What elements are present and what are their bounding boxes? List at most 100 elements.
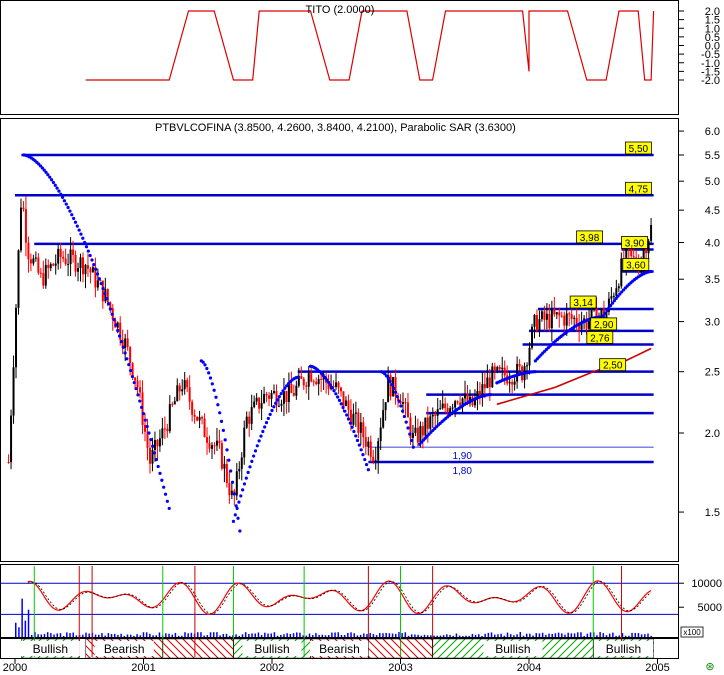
volume-bar — [356, 635, 359, 637]
volume-bar — [500, 633, 502, 637]
candle-body — [297, 375, 300, 386]
candle-body — [29, 259, 32, 264]
volume-bar — [621, 633, 624, 637]
sar-dot — [77, 228, 81, 232]
volume-bar — [104, 635, 106, 637]
volume-bar — [270, 633, 272, 637]
candle-body — [79, 257, 82, 269]
sar-dot — [270, 408, 274, 413]
candle-body — [372, 456, 375, 461]
candle-body — [178, 385, 181, 392]
candle-body — [647, 240, 650, 254]
moving-average — [496, 347, 652, 406]
candle-body — [404, 402, 407, 404]
candle-body — [258, 397, 261, 409]
sar-dot — [158, 471, 162, 475]
sar-dot — [401, 409, 405, 413]
price-tick-label: 5.0 — [705, 176, 720, 188]
candle-body — [183, 380, 186, 390]
volume-bar — [302, 635, 304, 637]
sar-dot — [268, 412, 272, 416]
candle-body — [411, 432, 414, 438]
candle-body — [57, 248, 60, 264]
volume-bar — [289, 633, 292, 637]
sar-dot — [203, 363, 207, 367]
volume-bar — [414, 634, 416, 637]
volume-bar — [216, 632, 218, 637]
candle-body — [191, 401, 194, 415]
volume-bar — [113, 633, 116, 637]
volume-bar — [123, 635, 126, 637]
candle-body — [402, 402, 405, 404]
sar-dot — [409, 438, 414, 443]
volume-bar — [612, 632, 614, 637]
volume-bar — [564, 634, 566, 637]
candle-body — [268, 395, 271, 399]
sar-dot — [223, 438, 227, 442]
volume-bar — [363, 633, 365, 637]
volume-bar — [529, 633, 531, 637]
volume-bar — [129, 634, 132, 637]
volume-bar — [145, 632, 148, 637]
price-tick-label: 6.0 — [705, 126, 720, 138]
candle-body — [399, 400, 402, 404]
sar-dot — [132, 380, 136, 385]
candle-body — [362, 422, 365, 438]
volume-bar — [318, 634, 320, 637]
candle-body — [220, 443, 223, 469]
price-label: 4,75 — [629, 184, 649, 195]
candle-body — [389, 375, 392, 397]
volume-bar — [30, 634, 33, 637]
volume-bar — [149, 633, 151, 637]
sar-dot — [411, 445, 415, 449]
volume-bar — [391, 633, 394, 637]
volume-bar — [296, 632, 298, 637]
candle-body — [397, 396, 400, 401]
candle-body — [501, 367, 504, 370]
candle-body — [139, 387, 142, 393]
candle-body — [558, 312, 561, 316]
volume-bar — [27, 609, 30, 637]
sar-dot — [336, 395, 340, 399]
volume-bar — [596, 635, 598, 637]
candle-body — [625, 246, 628, 262]
sar-dot — [352, 429, 356, 434]
candle-body — [528, 347, 531, 366]
volume-bar — [94, 634, 97, 637]
candle-body — [570, 314, 573, 319]
volume-bar — [519, 632, 522, 637]
volume-bar — [343, 635, 346, 637]
candle-body — [357, 412, 360, 433]
sar-dot — [81, 236, 85, 240]
volume-bar — [222, 634, 225, 637]
candle-body — [459, 402, 462, 406]
candle-body — [148, 447, 151, 464]
corner-icon[interactable]: ⊛ — [705, 661, 714, 673]
volume-bar — [40, 634, 43, 637]
sar-dot — [402, 414, 407, 419]
volume-bar — [308, 633, 311, 637]
sar-dot — [70, 213, 74, 217]
candle-body — [59, 248, 62, 257]
volume-bar — [417, 634, 419, 637]
price-label-box — [586, 331, 614, 344]
candle-body — [454, 401, 457, 408]
sar-dot — [274, 401, 278, 405]
candle-body — [144, 424, 147, 432]
sar-dot — [279, 392, 283, 396]
candle-body — [124, 338, 127, 348]
candle-body — [578, 324, 581, 330]
price-labels: 5,50 4,75 3,98 3,90 3,60 3,142,90 2,76 2,50 1,90… — [452, 141, 652, 477]
price-label: 2,50 — [603, 361, 623, 372]
volume-bar — [557, 632, 560, 637]
sar-dot — [210, 382, 214, 386]
sar-dot — [68, 209, 72, 213]
candle-body — [7, 461, 10, 463]
sar-dot — [327, 380, 331, 384]
candle-body — [89, 268, 92, 273]
candle-body — [198, 417, 201, 421]
volume-bar — [471, 633, 474, 637]
candle-body — [632, 256, 635, 258]
volume-bar — [133, 635, 135, 637]
sar-dot — [216, 403, 220, 407]
